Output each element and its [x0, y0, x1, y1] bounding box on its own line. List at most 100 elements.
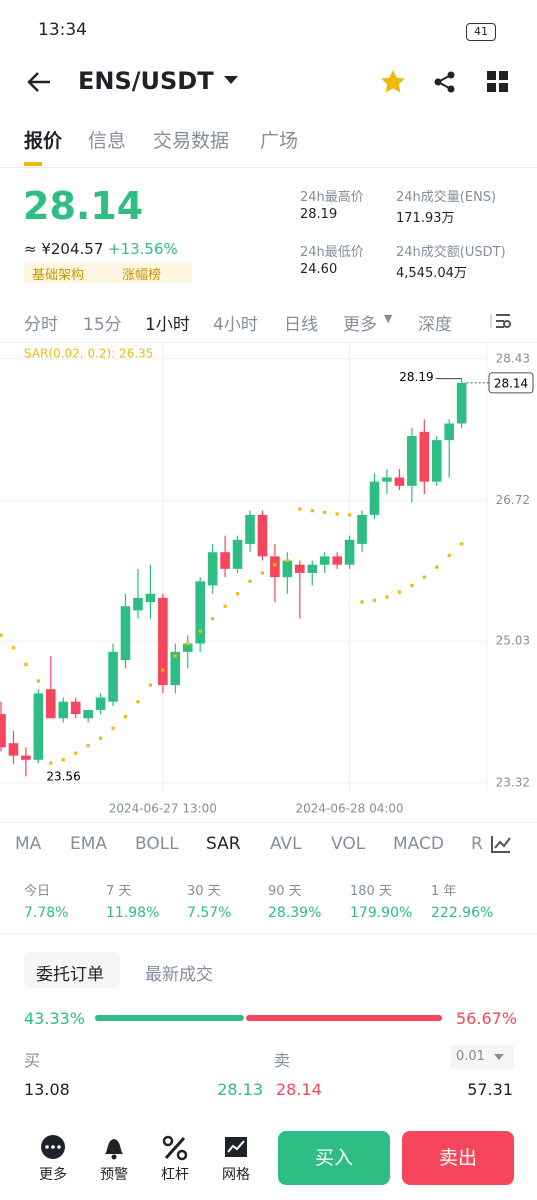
- interval-tab[interactable]: 15分: [83, 315, 122, 335]
- sar-dot: [422, 575, 426, 579]
- precision[interactable]: 0.01: [456, 1049, 485, 1064]
- stat-value: 171.93万: [396, 211, 455, 226]
- nav-item[interactable]: 杠杆: [161, 1167, 189, 1183]
- stat-label: 24h成交额(USDT): [396, 245, 506, 260]
- interval-tab[interactable]: 4小时: [213, 315, 258, 335]
- candle-body: [344, 539, 355, 565]
- tag[interactable]: 基础架构: [32, 268, 85, 283]
- bid-qty: 13.08: [24, 1080, 70, 1099]
- candle-body: [270, 556, 280, 578]
- interval-tab[interactable]: 分时: [24, 315, 58, 335]
- candle-body: [46, 689, 56, 719]
- indicator-tab[interactable]: VOL: [331, 834, 366, 854]
- divider: [0, 167, 537, 168]
- indicator-tab[interactable]: AVL: [270, 834, 302, 854]
- high-label: 28.19: [399, 370, 433, 384]
- candle-body: [357, 514, 367, 544]
- interval-tab[interactable]: 1小时: [145, 315, 190, 335]
- sar-dot: [372, 598, 377, 602]
- candle-body: [382, 477, 392, 482]
- last-price: 28.14: [23, 184, 144, 228]
- candle-body: [108, 651, 118, 702]
- order-tab[interactable]: 委托订单: [36, 965, 104, 985]
- sar-dot: [136, 700, 140, 704]
- divider: [0, 342, 537, 343]
- ask-qty: 57.31: [467, 1080, 513, 1099]
- buy-button[interactable]: 买入: [278, 1131, 390, 1185]
- nav-item[interactable]: 更多: [39, 1167, 67, 1183]
- candle-body: [369, 481, 380, 515]
- back-button[interactable]: [26, 70, 52, 94]
- column-header: 卖: [274, 1051, 291, 1070]
- share-button[interactable]: [433, 70, 457, 94]
- interval-tab[interactable]: 更多: [343, 315, 377, 335]
- interval-tab[interactable]: 日线: [284, 315, 318, 335]
- indicator-tab[interactable]: MACD: [393, 834, 444, 854]
- pair-dropdown[interactable]: [222, 74, 240, 86]
- indicator-settings[interactable]: [490, 834, 512, 854]
- sar-dot: [49, 761, 53, 765]
- sar-dot: [235, 592, 240, 596]
- stat-value: 24.60: [300, 262, 338, 277]
- sar-dot: [99, 736, 103, 740]
- tab[interactable]: 信息: [88, 130, 127, 152]
- indicator-tab[interactable]: BOLL: [135, 834, 179, 854]
- candle-body: [431, 440, 442, 482]
- period-label: 今日: [24, 884, 51, 899]
- indicator-label: SAR(0.02, 0.2): 26.35: [24, 347, 153, 361]
- chart-settings[interactable]: [490, 311, 512, 331]
- period-label: 90 天: [268, 884, 302, 899]
- indicator-tab[interactable]: MA: [15, 834, 42, 854]
- tab[interactable]: 报价: [24, 130, 63, 152]
- tab[interactable]: 广场: [260, 130, 299, 152]
- sar-dot: [248, 579, 252, 583]
- tab[interactable]: 交易数据: [153, 130, 230, 152]
- period-label: 180 天: [350, 884, 392, 899]
- nav-item[interactable]: 网格: [222, 1167, 250, 1183]
- sar-dot: [24, 662, 28, 666]
- sar-dot: [310, 509, 314, 513]
- interval-tab[interactable]: 深度: [418, 315, 452, 335]
- layout-button[interactable]: [487, 71, 509, 93]
- x-tick-label: 2024-06-27 13:00: [109, 802, 217, 816]
- sar-dot: [460, 542, 464, 546]
- indicator-tab[interactable]: EMA: [70, 834, 108, 854]
- order-tab[interactable]: 最新成交: [145, 965, 213, 985]
- period-change: 7.78%: [24, 905, 69, 921]
- precision-box[interactable]: [450, 1045, 514, 1069]
- sar-dot: [123, 715, 128, 719]
- indicator-tab[interactable]: RSI: [471, 834, 483, 854]
- sar-dot: [86, 744, 90, 748]
- sell-button[interactable]: 卖出: [402, 1131, 514, 1185]
- candle-body: [394, 477, 405, 486]
- divider: [0, 933, 537, 935]
- last-price-box: [488, 372, 534, 394]
- ask-price: 28.14: [276, 1080, 322, 1099]
- period-change: 222.96%: [431, 905, 494, 921]
- period-change: 7.57%: [187, 905, 232, 921]
- tab-indicator: [24, 162, 42, 166]
- sar-dot: [285, 558, 289, 563]
- candle-body: [70, 701, 81, 715]
- candle-body: [8, 743, 19, 756]
- pair-title[interactable]: ENS/USDT: [78, 67, 214, 95]
- sar-dot: [447, 553, 451, 558]
- candle-body: [207, 552, 218, 586]
- sell-ratio: 56.67%: [456, 1009, 518, 1028]
- candle-body: [456, 382, 467, 424]
- sar-dot: [273, 563, 277, 567]
- sar-dot: [0, 633, 3, 637]
- y-tick-label: 26.72: [496, 493, 530, 507]
- sar-dot: [173, 654, 177, 658]
- column-header: 买: [24, 1051, 41, 1070]
- favorite-star[interactable]: [380, 69, 406, 95]
- period-change: 179.90%: [350, 905, 413, 921]
- sar-dot: [348, 513, 352, 517]
- nav-item[interactable]: 预警: [100, 1167, 128, 1183]
- bid-price: 28.13: [217, 1080, 263, 1099]
- tag[interactable]: 涨幅榜: [122, 268, 162, 283]
- indicator-tab[interactable]: SAR: [206, 834, 241, 854]
- candle-body: [307, 564, 318, 573]
- candle-body: [444, 423, 454, 441]
